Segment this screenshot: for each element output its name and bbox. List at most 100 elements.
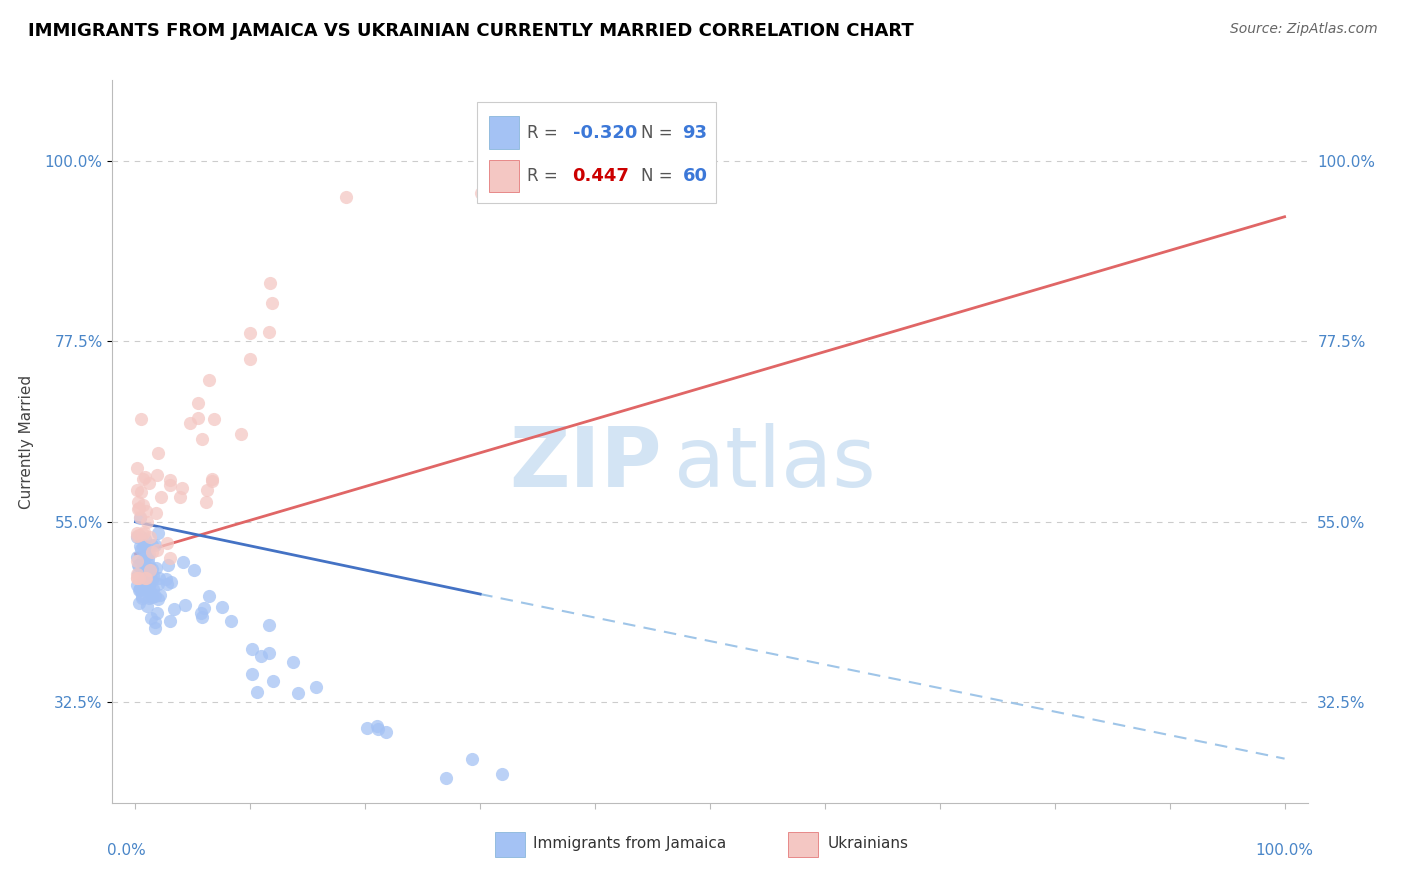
Point [132, 498, 155, 512]
Point [128, 559, 150, 574]
Point [283, 655, 305, 669]
Text: 93: 93 [682, 124, 707, 142]
Point [211, 600, 233, 615]
Point [461, 752, 484, 766]
Point [128, 583, 150, 598]
Point [434, 771, 457, 785]
Point [134, 578, 156, 592]
Point [190, 610, 212, 624]
Point [143, 538, 166, 552]
Text: 60: 60 [682, 168, 707, 186]
Point [125, 571, 148, 585]
Text: Source: ZipAtlas.com: Source: ZipAtlas.com [1230, 22, 1378, 37]
Point [149, 588, 172, 602]
Text: N =: N = [641, 124, 672, 142]
Point [335, 190, 357, 204]
Point [187, 411, 209, 425]
Point [142, 569, 165, 583]
Point [125, 526, 148, 541]
Point [169, 490, 191, 504]
Point [125, 460, 148, 475]
Point [146, 525, 169, 540]
Point [146, 592, 169, 607]
Point [240, 667, 263, 681]
Point [129, 581, 152, 595]
Point [172, 555, 194, 569]
Point [129, 539, 152, 553]
Point [136, 582, 159, 597]
Point [172, 481, 194, 495]
Point [135, 571, 157, 585]
Point [138, 578, 160, 592]
Point [679, 186, 702, 200]
Point [136, 552, 159, 566]
Text: Ukrainians: Ukrainians [827, 837, 908, 852]
Point [174, 598, 197, 612]
Point [145, 506, 167, 520]
Point [143, 589, 166, 603]
Bar [489, 160, 519, 193]
Point [131, 563, 153, 577]
Point [136, 515, 159, 529]
Text: IMMIGRANTS FROM JAMAICA VS UKRAINIAN CURRENTLY MARRIED CORRELATION CHART: IMMIGRANTS FROM JAMAICA VS UKRAINIAN CUR… [28, 22, 914, 40]
Point [240, 642, 263, 657]
Point [132, 473, 155, 487]
Point [159, 477, 181, 491]
Text: 100.0%: 100.0% [1256, 843, 1313, 857]
Text: atlas: atlas [675, 423, 876, 504]
Point [125, 483, 148, 498]
Point [129, 531, 152, 545]
Point [141, 544, 163, 558]
Point [129, 412, 152, 426]
Point [163, 602, 186, 616]
Point [127, 567, 149, 582]
Point [128, 571, 150, 585]
Point [193, 600, 215, 615]
Point [134, 558, 156, 572]
Point [139, 565, 162, 579]
FancyBboxPatch shape [477, 102, 716, 203]
Point [200, 472, 222, 486]
Point [135, 548, 157, 562]
Text: ZIP: ZIP [510, 423, 662, 504]
Point [129, 510, 152, 524]
Point [219, 614, 242, 628]
Point [125, 567, 148, 582]
Point [125, 578, 148, 592]
Point [138, 475, 160, 490]
Point [127, 501, 149, 516]
Point [159, 551, 181, 566]
Point [129, 583, 152, 598]
Bar [489, 116, 519, 149]
Text: Immigrants from Jamaica: Immigrants from Jamaica [533, 837, 727, 852]
Point [356, 722, 378, 736]
Point [201, 474, 224, 488]
Point [374, 724, 396, 739]
Point [131, 554, 153, 568]
Point [136, 599, 159, 613]
Point [131, 540, 153, 554]
Point [190, 432, 212, 446]
Point [129, 509, 152, 524]
Point [134, 559, 156, 574]
Point [134, 470, 156, 484]
Point [141, 562, 163, 576]
Point [127, 558, 149, 572]
Point [249, 649, 271, 664]
Point [143, 615, 166, 629]
Point [305, 680, 328, 694]
Point [491, 767, 513, 781]
Point [197, 589, 219, 603]
Point [135, 582, 157, 597]
Point [138, 558, 160, 572]
Point [141, 591, 163, 605]
Point [146, 543, 169, 558]
Point [156, 576, 179, 591]
Point [139, 563, 162, 577]
Point [131, 591, 153, 606]
Point [134, 544, 156, 558]
Text: 0.0%: 0.0% [107, 843, 145, 857]
Point [136, 566, 159, 580]
Point [159, 614, 181, 628]
Point [197, 483, 219, 497]
